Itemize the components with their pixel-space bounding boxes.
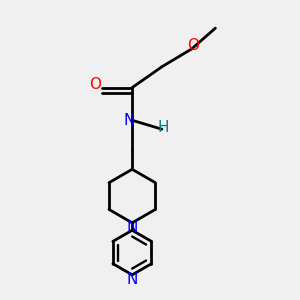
- Text: O: O: [89, 76, 101, 92]
- Text: N: N: [127, 272, 138, 287]
- Text: H: H: [158, 120, 169, 135]
- Text: O: O: [187, 38, 199, 53]
- Text: N: N: [127, 220, 138, 235]
- Text: N: N: [124, 113, 135, 128]
